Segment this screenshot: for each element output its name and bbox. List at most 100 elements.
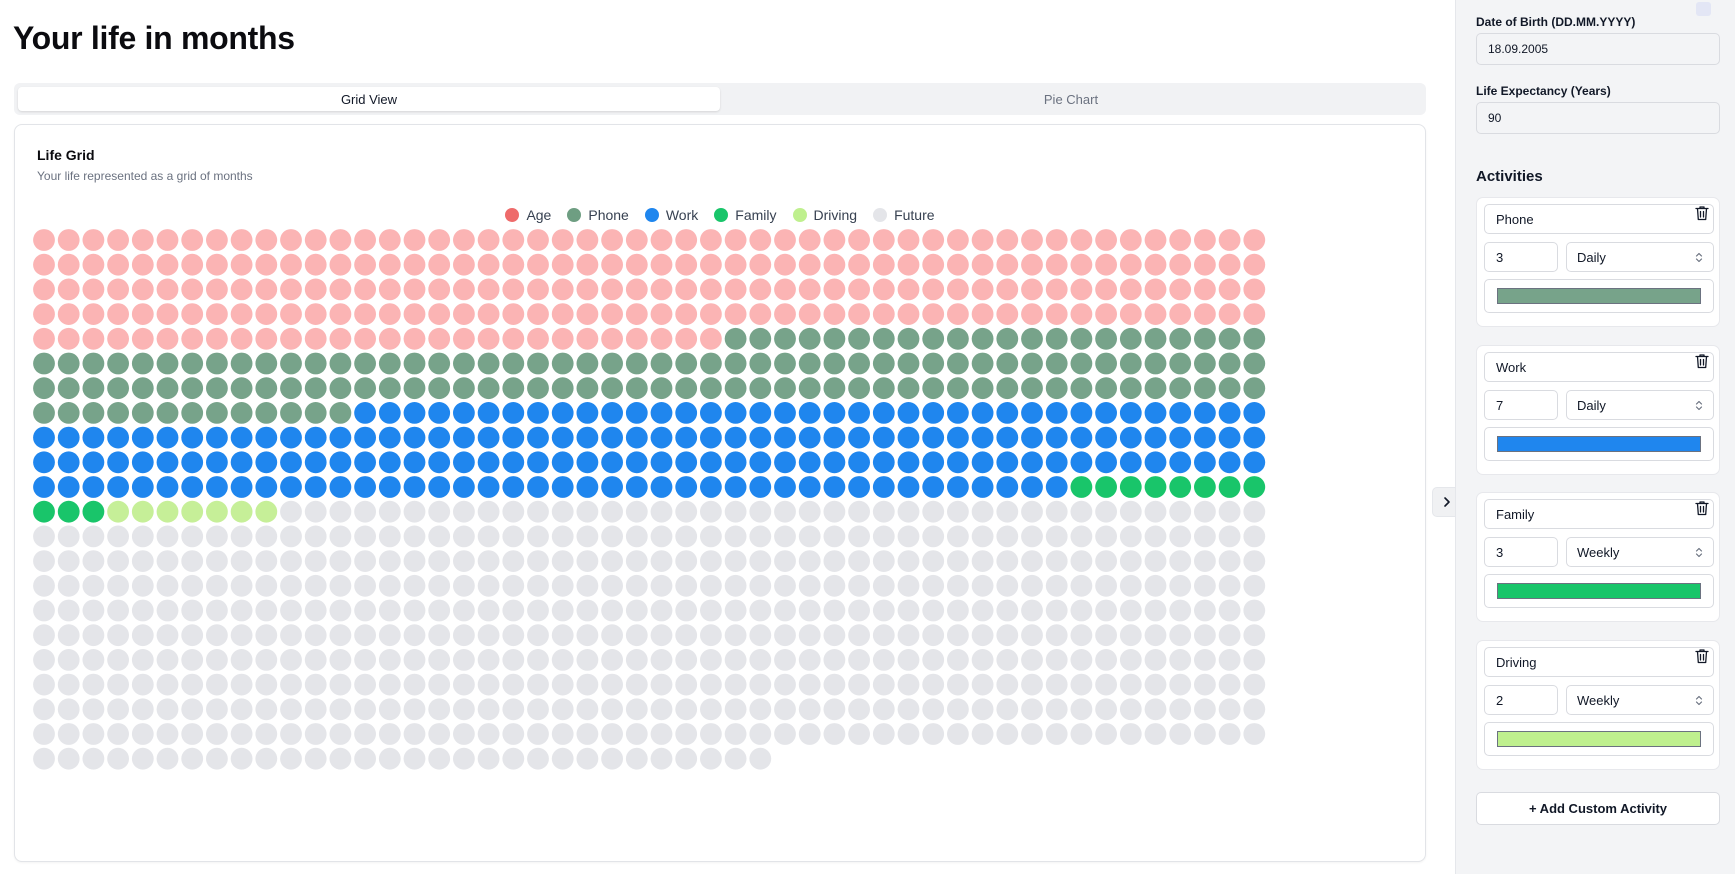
- month-dot-phone: [255, 377, 278, 400]
- month-dot-future: [1095, 599, 1117, 622]
- month-dot-phone: [1169, 352, 1192, 375]
- tab-grid-view[interactable]: Grid View: [18, 87, 720, 111]
- month-dot-future: [378, 649, 401, 671]
- month-dot-age: [1194, 278, 1216, 301]
- month-dot-future: [230, 698, 253, 721]
- activity-name-input[interactable]: Family: [1484, 499, 1714, 529]
- month-dot-work: [848, 451, 870, 474]
- month-dot-future: [304, 525, 327, 548]
- activity-amount-input[interactable]: 7: [1484, 390, 1558, 420]
- month-dot-future: [700, 673, 722, 696]
- month-dot-future: [1021, 599, 1043, 622]
- month-dot-future: [1194, 698, 1216, 721]
- activity-frequency-select[interactable]: Daily: [1566, 242, 1714, 272]
- month-dot-future: [280, 698, 302, 721]
- month-dot-age: [82, 327, 105, 350]
- month-dot-age: [304, 278, 327, 301]
- month-dot-future: [206, 624, 228, 647]
- month-dot-phone: [947, 377, 969, 400]
- month-dot-future: [971, 624, 994, 647]
- dob-input[interactable]: 18.09.2005: [1476, 33, 1720, 65]
- frequency-value: Daily: [1577, 397, 1606, 413]
- month-dot-age: [922, 303, 945, 325]
- activity-color-picker[interactable]: [1484, 722, 1714, 756]
- activity-amount-input[interactable]: 2: [1484, 685, 1558, 715]
- month-dot-age: [453, 278, 475, 301]
- activity-frequency-select[interactable]: Weekly: [1566, 685, 1714, 715]
- month-dot-work: [1119, 426, 1142, 449]
- month-dot-age: [428, 327, 451, 350]
- month-dot-future: [798, 673, 821, 696]
- activity-name-input[interactable]: Driving: [1484, 647, 1714, 677]
- month-dot-age: [922, 253, 945, 276]
- month-dot-future: [625, 574, 648, 597]
- month-dot-phone: [675, 377, 698, 400]
- month-dot-future: [329, 673, 352, 696]
- month-dot-future: [947, 599, 969, 622]
- activity-name-input[interactable]: Phone: [1484, 204, 1714, 234]
- month-dot-future: [996, 624, 1019, 647]
- month-dot-phone: [354, 352, 376, 375]
- month-dot-phone: [453, 377, 475, 400]
- month-dot-phone: [724, 327, 747, 350]
- add-custom-activity-button[interactable]: + Add Custom Activity: [1476, 792, 1720, 825]
- month-dot-work: [57, 426, 80, 449]
- month-dot-phone: [181, 377, 204, 400]
- month-dot-future: [1144, 599, 1167, 622]
- month-dot-phone: [1021, 377, 1043, 400]
- month-dot-work: [1218, 451, 1241, 474]
- month-dot-future: [700, 525, 722, 548]
- month-dot-work: [823, 426, 846, 449]
- activity-color-picker[interactable]: [1484, 574, 1714, 608]
- month-dot-future: [551, 698, 574, 721]
- month-dot-future: [1119, 723, 1142, 745]
- month-dot-future: [1243, 599, 1266, 622]
- month-dot-phone: [749, 377, 772, 400]
- month-dot-future: [625, 599, 648, 622]
- month-dot-future: [502, 525, 525, 548]
- month-dot-future: [107, 698, 129, 721]
- month-dot-work: [255, 476, 278, 498]
- month-dot-work: [354, 426, 376, 449]
- month-dot-age: [477, 303, 500, 325]
- legend-swatch: [567, 208, 582, 222]
- month-dot-work: [527, 476, 549, 498]
- month-dot-future: [57, 698, 80, 721]
- tab-pie-chart[interactable]: Pie Chart: [1043, 91, 1099, 107]
- month-dot-family: [1243, 476, 1266, 498]
- month-dot-future: [848, 624, 870, 647]
- month-dot-future: [971, 673, 994, 696]
- month-dot-future: [996, 550, 1019, 572]
- month-dot-phone: [329, 377, 352, 400]
- month-dot-future: [1119, 500, 1142, 523]
- trash-icon[interactable]: [1695, 500, 1709, 516]
- month-dot-future: [181, 624, 204, 647]
- month-dot-future: [33, 673, 55, 696]
- activity-name-input[interactable]: Work: [1484, 352, 1714, 382]
- activity-color-picker[interactable]: [1484, 427, 1714, 461]
- month-dot-work: [1169, 451, 1192, 474]
- month-dot-future: [700, 550, 722, 572]
- trash-icon[interactable]: [1695, 353, 1709, 369]
- life-expectancy-input[interactable]: 90: [1476, 102, 1720, 134]
- month-dot-future: [848, 723, 870, 745]
- activity-frequency-select[interactable]: Daily: [1566, 390, 1714, 420]
- month-dot-future: [181, 698, 204, 721]
- activity-amount-input[interactable]: 3: [1484, 242, 1558, 272]
- activity-amount-input[interactable]: 3: [1484, 537, 1558, 567]
- corner-toggle[interactable]: [1696, 2, 1711, 16]
- trash-icon[interactable]: [1695, 648, 1709, 664]
- month-dot-work: [675, 476, 698, 498]
- month-dot-future: [57, 649, 80, 671]
- month-dot-future: [947, 673, 969, 696]
- month-dot-work: [551, 476, 574, 498]
- trash-icon[interactable]: [1695, 205, 1709, 221]
- month-dot-future: [1119, 624, 1142, 647]
- month-dot-future: [1045, 624, 1068, 647]
- month-dot-age: [625, 327, 648, 350]
- month-dot-future: [181, 673, 204, 696]
- month-dot-future: [329, 550, 352, 572]
- activity-color-picker[interactable]: [1484, 279, 1714, 313]
- month-dot-future: [156, 747, 179, 770]
- activity-frequency-select[interactable]: Weekly: [1566, 537, 1714, 567]
